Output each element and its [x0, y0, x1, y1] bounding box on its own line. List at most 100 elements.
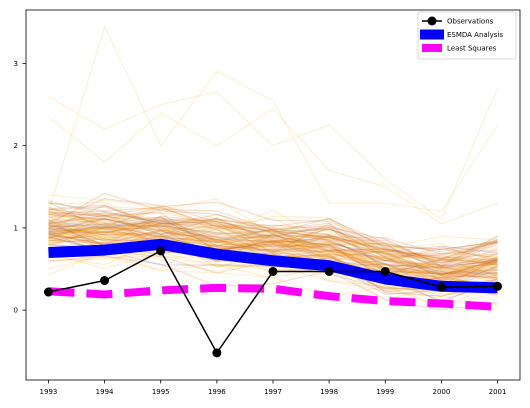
ensemble-member-line — [48, 224, 498, 274]
ensemble-member-line — [48, 107, 498, 225]
legend-least-squares: Least Squares — [422, 44, 497, 53]
observation-point — [43, 287, 53, 297]
ensemble-member-line — [48, 222, 498, 269]
x-tick-label: 2000 — [432, 388, 450, 396]
observation-point — [100, 276, 110, 286]
ensemble-member-line — [48, 194, 498, 257]
ensemble-member-line — [48, 225, 498, 261]
x-tick-label: 1996 — [208, 388, 226, 396]
ensemble-member-line — [48, 218, 498, 276]
ensemble-member-line — [48, 211, 498, 250]
ensemble-member-line — [48, 215, 498, 275]
ensemble-member-line — [48, 198, 498, 249]
ensemble-member-line — [48, 223, 498, 274]
ensemble-member-line — [48, 206, 498, 267]
esmda-analysis-line — [48, 238, 498, 294]
ensemble-member-line — [48, 245, 498, 298]
ensemble-member-line — [48, 218, 498, 278]
ensemble-member-line — [48, 217, 498, 271]
ensemble-member-line — [48, 206, 498, 260]
ensemble-member-line — [48, 230, 498, 269]
ensemble-member-line — [48, 213, 498, 279]
ensemble-member-line — [48, 251, 498, 301]
ensemble-member-line — [48, 204, 498, 257]
legend-esmda-analysis: ESMDA Analysis — [420, 29, 503, 40]
ensemble-member-line — [48, 211, 498, 265]
x-tick-label: 1994 — [96, 388, 114, 396]
ensemble-member-line — [48, 227, 498, 279]
ensemble-member-line — [48, 212, 498, 272]
legend-observations: Observations — [422, 16, 494, 26]
legend-label: Least Squares — [447, 45, 497, 53]
ensemble-member-line — [48, 227, 498, 269]
x-tick-label: 2001 — [489, 388, 507, 396]
ensemble-member-line — [48, 223, 498, 275]
x-tick-label: 1997 — [264, 388, 282, 396]
observation-point — [436, 282, 446, 292]
ensemble-member-line — [48, 206, 498, 264]
ensemble-member-line — [48, 228, 498, 280]
ensemble-member-line — [48, 214, 498, 262]
ensemble-member-line — [48, 202, 498, 266]
ensemble-member-line — [48, 212, 498, 259]
ensemble-member-line — [48, 228, 498, 281]
ensemble-member-line — [48, 208, 498, 264]
ensemble-member-line — [48, 222, 498, 270]
ensemble-member-line — [48, 200, 498, 251]
x-tick-label: 1999 — [376, 388, 394, 396]
ensemble-member-line — [48, 201, 498, 253]
ensemble-member-line — [48, 213, 498, 277]
ensemble-member-line — [48, 219, 498, 269]
ensemble-member-line — [48, 232, 498, 283]
y-tick-label: 3 — [14, 60, 18, 68]
ensemble-member-line — [48, 224, 498, 266]
ensemble-member-line — [48, 219, 498, 271]
ensemble-member-line — [48, 222, 498, 281]
ensemble-member-line — [48, 226, 498, 281]
ensemble-member-line — [48, 237, 498, 301]
ensemble-member-line — [48, 230, 498, 276]
ensemble-member-line — [48, 210, 498, 275]
ensemble-member-line — [48, 236, 498, 303]
ensemble-member-line — [48, 230, 498, 279]
x-axis: 1993 1994 1995 1996 1997 1998 1999 2000 2001 — [40, 380, 507, 396]
ensemble-member-line — [48, 198, 498, 255]
observation-point — [380, 266, 390, 276]
y-axis: 0 1 2 3 — [14, 60, 26, 315]
ensemble-member-line — [48, 192, 498, 264]
ensemble-member-line — [48, 233, 498, 284]
ensemble-member-line — [48, 206, 498, 258]
observation-point — [493, 281, 503, 291]
y-tick-label: 0 — [14, 307, 18, 315]
legend: Observations ESMDA Analysis Least Squares — [417, 11, 517, 60]
plot-frame — [25, 9, 521, 381]
ensemble-member-line — [48, 224, 498, 277]
ensemble-member-line — [48, 204, 498, 255]
ensemble-member-line — [48, 229, 498, 275]
ensemble-member-line — [48, 226, 498, 276]
ensemble-member-line — [48, 220, 498, 267]
ensemble-member-line — [48, 216, 498, 266]
ensemble-member-line — [48, 216, 498, 267]
x-tick-label: 1995 — [152, 388, 170, 396]
ensemble-member-line — [48, 219, 498, 270]
observation-point — [212, 348, 222, 358]
observation-point — [156, 246, 166, 256]
series-lines — [43, 238, 503, 358]
ensemble-member-line — [48, 226, 498, 279]
ensemble-member-line — [48, 224, 498, 254]
ensemble-member-line — [48, 251, 498, 308]
observation-point — [324, 266, 334, 276]
ensemble-member-line — [48, 214, 498, 282]
ensemble-member-line — [48, 223, 498, 285]
ensemble-member-line — [48, 228, 498, 271]
ensemble-member-line — [48, 211, 498, 262]
y-tick-label: 1 — [14, 224, 18, 232]
ensemble-member-line — [48, 205, 498, 265]
legend-observations-marker — [427, 16, 437, 26]
x-tick-label: 1998 — [320, 388, 338, 396]
legend-label: Observations — [447, 18, 494, 26]
legend-box — [417, 11, 517, 60]
